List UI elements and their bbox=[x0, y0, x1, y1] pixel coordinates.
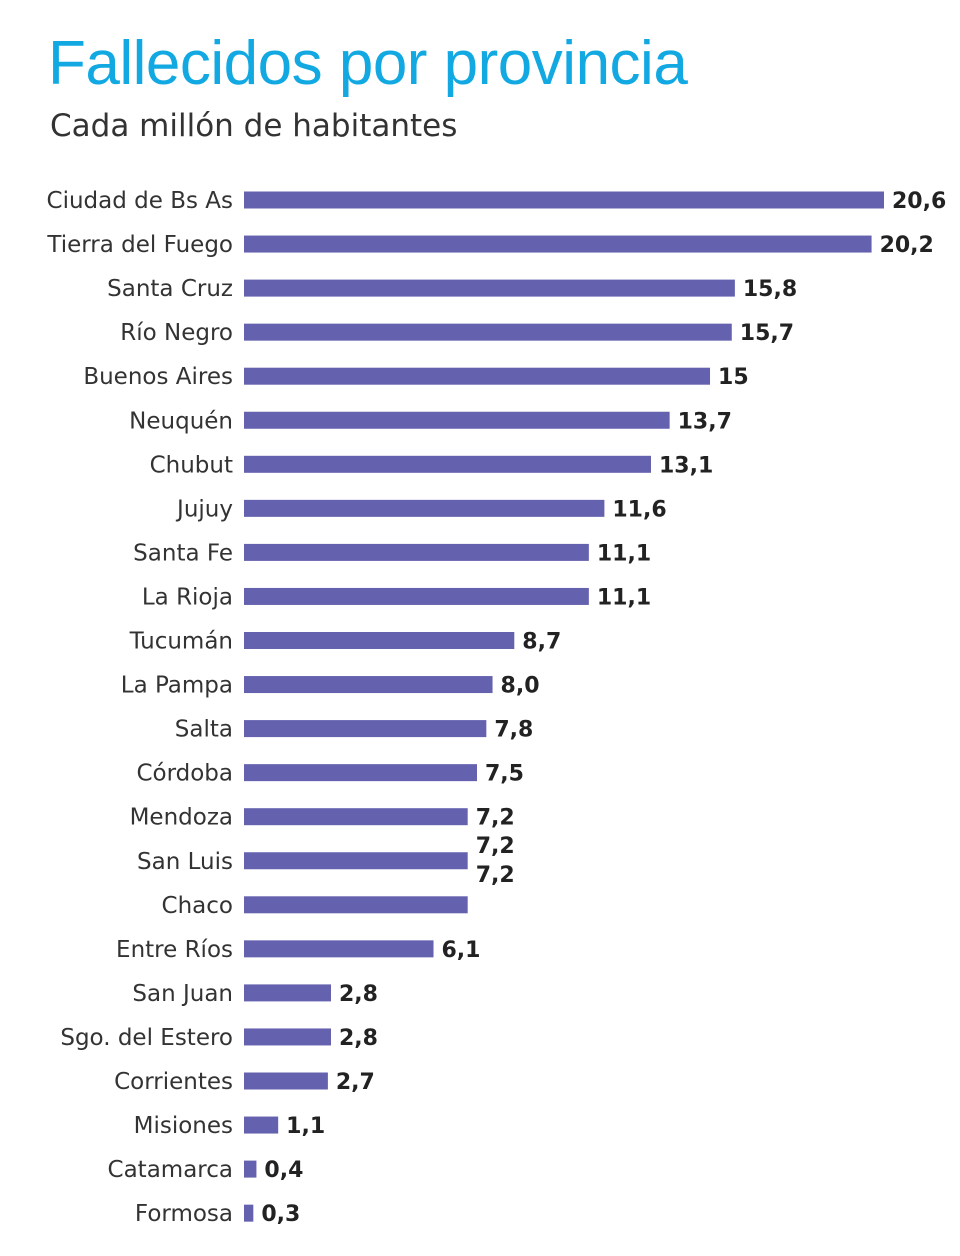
bar bbox=[244, 367, 711, 385]
category-label: Tierra del Fuego bbox=[46, 232, 233, 258]
value-label: 7,2 bbox=[476, 806, 515, 831]
value-label: 2,7 bbox=[336, 1070, 375, 1095]
value-label: 11,1 bbox=[597, 585, 651, 610]
value-label: 8,0 bbox=[501, 674, 540, 699]
bar bbox=[244, 1072, 328, 1090]
value-label: 11,1 bbox=[597, 541, 651, 566]
bar bbox=[244, 1028, 331, 1046]
bar bbox=[244, 984, 331, 1002]
category-label: Neuquén bbox=[129, 408, 233, 434]
bar bbox=[244, 455, 651, 473]
category-label: Santa Fe bbox=[133, 540, 233, 566]
bar bbox=[244, 676, 493, 694]
bar bbox=[244, 411, 670, 429]
bar bbox=[244, 720, 487, 738]
category-label: Jujuy bbox=[175, 496, 233, 522]
value-label: 8,7 bbox=[522, 630, 561, 655]
category-label: Sgo. del Estero bbox=[60, 1025, 233, 1051]
bar bbox=[244, 235, 872, 253]
chart-subtitle: Cada millón de habitantes bbox=[50, 108, 458, 144]
category-label: Corrientes bbox=[114, 1069, 233, 1095]
value-label: 7,2 bbox=[476, 863, 515, 888]
category-label: Misiones bbox=[134, 1113, 233, 1139]
bar bbox=[244, 499, 605, 517]
category-label: San Luis bbox=[137, 849, 233, 875]
bar bbox=[244, 852, 468, 870]
value-label: 7,5 bbox=[485, 762, 524, 787]
value-label: 0,4 bbox=[264, 1158, 303, 1183]
category-label: Córdoba bbox=[136, 761, 233, 787]
category-label: Tucumán bbox=[129, 629, 233, 655]
category-label: La Pampa bbox=[121, 673, 233, 699]
value-label: 20,6 bbox=[892, 189, 946, 214]
category-label: Entre Ríos bbox=[116, 937, 233, 963]
category-label: Catamarca bbox=[108, 1157, 233, 1183]
category-label: Salta bbox=[175, 717, 233, 743]
bar bbox=[244, 808, 468, 826]
value-label: 15 bbox=[718, 365, 749, 390]
value-label: 7,8 bbox=[494, 718, 533, 743]
category-label: Ciudad de Bs As bbox=[47, 188, 233, 214]
bar bbox=[244, 896, 468, 914]
value-label: 2,8 bbox=[339, 982, 378, 1007]
value-label: 6,1 bbox=[442, 938, 481, 963]
category-label: San Juan bbox=[132, 981, 233, 1007]
category-label: Chubut bbox=[150, 452, 233, 478]
bar bbox=[244, 1160, 257, 1178]
bar bbox=[244, 1116, 279, 1134]
bar bbox=[244, 323, 732, 341]
bar bbox=[244, 1204, 254, 1222]
category-label: La Rioja bbox=[142, 584, 233, 610]
value-label: 13,7 bbox=[678, 409, 732, 434]
category-label: Chaco bbox=[162, 893, 233, 919]
bar bbox=[244, 279, 735, 297]
value-label: 0,3 bbox=[261, 1202, 300, 1227]
value-label: 20,2 bbox=[880, 233, 934, 258]
category-label: Río Negro bbox=[120, 320, 233, 346]
category-label: Formosa bbox=[135, 1201, 233, 1227]
bar bbox=[244, 587, 589, 605]
bar bbox=[244, 940, 434, 958]
value-label: 15,8 bbox=[743, 277, 797, 302]
chart-title: Fallecidos por provincia bbox=[48, 29, 688, 98]
value-label: 2,8 bbox=[339, 1026, 378, 1051]
bar bbox=[244, 543, 589, 561]
value-label: 1,1 bbox=[286, 1114, 325, 1139]
bar bbox=[244, 764, 478, 782]
bar bbox=[244, 632, 515, 649]
category-label: Buenos Aires bbox=[83, 364, 233, 390]
value-label: 13,1 bbox=[659, 453, 713, 478]
value-label: 15,7 bbox=[740, 321, 794, 346]
value-label: 7,2 bbox=[476, 834, 515, 859]
category-label: Mendoza bbox=[130, 805, 233, 831]
value-label: 11,6 bbox=[612, 497, 666, 522]
bar bbox=[244, 191, 884, 209]
category-label: Santa Cruz bbox=[107, 276, 233, 302]
